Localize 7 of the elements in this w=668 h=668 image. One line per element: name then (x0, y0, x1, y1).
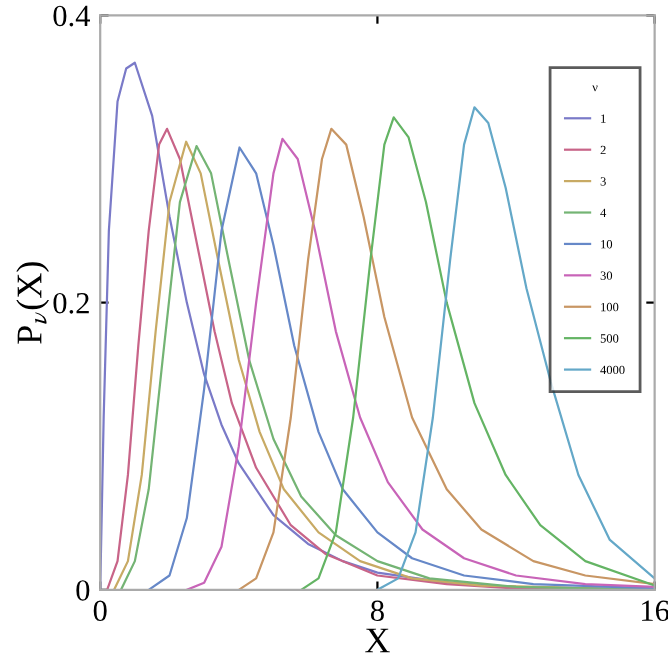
y-axis-title: P$_{ν}$(X) (16, 262, 50, 344)
y-tick-label: 0.2 (53, 292, 89, 314)
x-tick-label: 8 (370, 600, 384, 622)
x-axis-title: X (365, 628, 390, 653)
y-tick-label: 0 (76, 580, 90, 601)
y-tick-label: 0.4 (53, 5, 90, 27)
x-tick-label: 0 (93, 600, 107, 622)
